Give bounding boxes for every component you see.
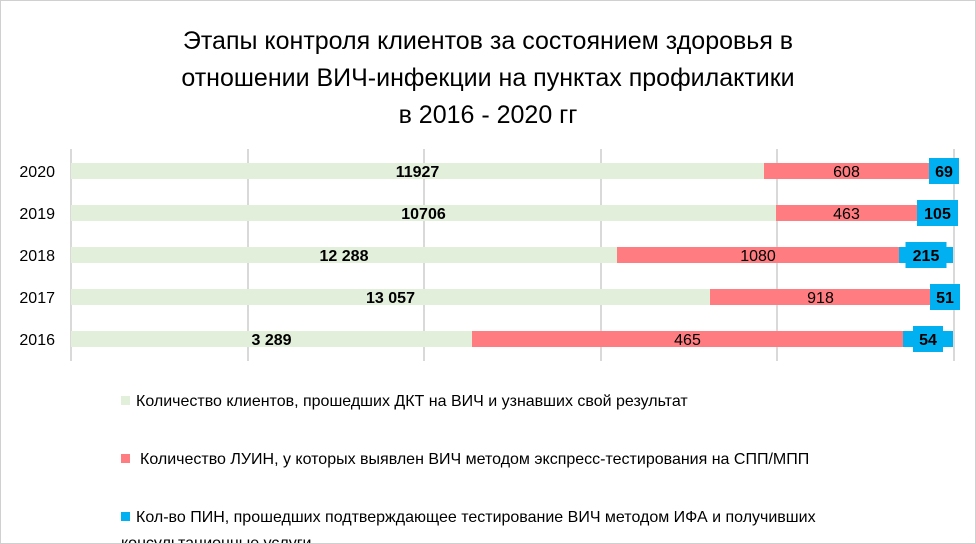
data-label-2016-1: 465 [674,332,701,349]
legend-item-luin: Количество ЛУИН, у которых выявлен ВИЧ м… [121,447,881,473]
data-label-2019-2: 105 [924,206,951,223]
data-label-2017-2: 51 [936,290,954,307]
category-label-2016: 2016 [19,332,55,349]
bar-segment-2016-0 [71,331,472,347]
bar-segment-2016-1 [472,331,903,347]
data-label-bg [929,158,959,184]
legend-swatch [121,454,130,464]
data-label-bg [913,326,943,352]
legend-swatch [121,512,130,522]
title-line-2: отношении ВИЧ-инфекции на пунктах профил… [181,64,795,92]
data-label-2018-2: 215 [913,248,940,265]
data-label-2020-2: 69 [935,164,953,181]
category-label-2017: 2017 [19,290,55,307]
title-line-1: Этапы контроля клиентов за состоянием зд… [182,27,794,55]
data-label-bg [917,200,958,226]
data-label-2020-0: 11927 [396,164,440,181]
bar-segment-2018-0 [71,247,617,263]
data-label-2017-0: 13 057 [366,290,415,307]
data-label-2018-1: 1080 [740,248,776,265]
bar-segment-2020-1 [764,163,929,179]
category-label-2018: 2018 [19,248,55,265]
data-label-2016-2: 54 [919,332,937,349]
data-label-bg [905,242,947,268]
data-label-2016-0: 3 289 [251,332,291,349]
bar-segment-2017-0 [71,289,710,305]
legend-item-pin: Кол-во ПИН, прошедших подтверждающее тес… [121,505,881,544]
data-label-2019-1: 463 [833,206,860,223]
legend-label: Количество клиентов, прошедших ДКТ на ВИ… [136,393,688,410]
data-label-2017-1: 918 [807,290,834,307]
data-label-2018-0: 12 288 [320,248,369,265]
legend-swatch [121,396,130,406]
bar-segment-2019-0 [71,205,776,221]
title-line-3: в 2016 - 2020 гг [398,101,578,129]
legend-item-dkt: Количество клиентов, прошедших ДКТ на ВИ… [121,389,881,415]
bar-segment-2020-0 [71,163,764,179]
legend-label: Кол-во ПИН, прошедших подтверждающее тес… [121,509,816,544]
chart-title: Этапы контроля клиентов за состоянием зд… [1,23,975,134]
legend-label: Количество ЛУИН, у которых выявлен ВИЧ м… [140,451,810,468]
category-label-2019: 2019 [19,206,55,223]
bar-segment-2017-1 [710,289,931,305]
data-label-2019-0: 10706 [401,206,446,223]
data-label-2020-1: 608 [833,164,860,181]
bar-segment-2019-1 [776,205,917,221]
bar-segment-2018-1 [617,247,899,263]
category-label-2020: 2020 [19,164,55,181]
data-label-bg [930,284,960,310]
